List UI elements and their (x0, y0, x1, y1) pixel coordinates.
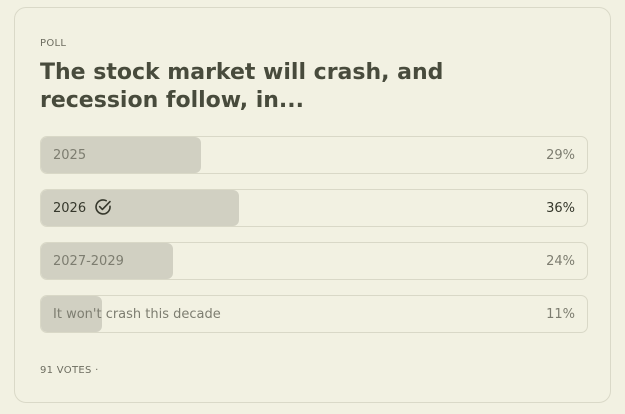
poll-option-no-crash[interactable]: It won't crash this decade 11% (40, 295, 588, 333)
option-label: It won't crash this decade (53, 307, 221, 322)
option-label: 2026 (53, 201, 87, 216)
vote-count: 91 VOTES · (40, 365, 99, 376)
option-bar-fill (41, 296, 102, 332)
option-bar-fill (41, 243, 173, 279)
poll-label: POLL (40, 38, 67, 49)
option-percent: 24% (546, 254, 575, 269)
poll-option-2026[interactable]: 2026 36% (40, 189, 588, 227)
option-percent: 29% (546, 148, 575, 163)
option-label-wrap: 2026 (53, 190, 112, 226)
poll-option-2027-2029[interactable]: 2027-2029 24% (40, 242, 588, 280)
option-label: 2027-2029 (53, 254, 124, 269)
poll-question: The stock market will crash, and recessi… (40, 60, 444, 113)
poll-option-2025[interactable]: 2025 29% (40, 136, 588, 174)
option-percent: 11% (546, 307, 575, 322)
poll-card: POLL The stock market will crash, and re… (14, 7, 611, 403)
option-bar-fill (41, 137, 201, 173)
option-percent: 36% (546, 201, 575, 216)
option-bar-fill (41, 190, 239, 226)
check-circle-icon (95, 199, 111, 215)
option-label: 2025 (53, 148, 87, 163)
